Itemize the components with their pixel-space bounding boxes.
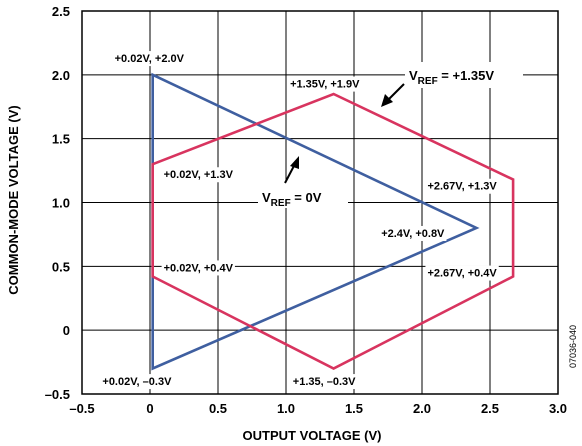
point-annotation: +2.4V, +0.8V <box>381 228 445 240</box>
annotation-bg <box>161 260 235 276</box>
vref-135v-label: VREF = +1.35V <box>409 68 494 87</box>
point-annotation: +2.67V, +0.4V <box>427 268 497 280</box>
annotation-bg <box>112 51 186 67</box>
x-tick-label: 2.5 <box>481 401 499 416</box>
annotation-bg <box>290 374 358 390</box>
vref-0v-label-bg <box>258 180 348 208</box>
series-layer <box>151 72 515 371</box>
vref-135v-callout: VREF = +1.35V <box>381 62 523 107</box>
x-tick-label: 2.0 <box>413 401 431 416</box>
y-tick-label: 1.5 <box>52 132 70 147</box>
annotation-bg <box>161 167 235 183</box>
x-tick-label: 0.5 <box>209 401 227 416</box>
annotation-bg <box>288 76 362 92</box>
point-annotation: +0.02V, +0.4V <box>164 262 234 274</box>
y-tick-label: 2.5 <box>52 4 70 19</box>
tick-labels: –0.5 0 0.5 1.0 1.5 2.0 2.5 3.0 –0.5 0 0.5 1.0 1.5 2.0… <box>45 4 567 416</box>
y-tick-label: 0 <box>63 323 70 338</box>
figure-id: 07036-040 <box>568 325 578 368</box>
plot-border <box>81 10 559 395</box>
x-tick-label: 1.5 <box>345 401 363 416</box>
vref-0v-arrowhead <box>290 156 299 169</box>
annotation-bg <box>425 265 499 281</box>
plot-frame <box>81 10 559 395</box>
annotations: +0.02V, +2.0V +1.35V, +1.9V +0.02V, +1.3V +… <box>100 51 499 390</box>
series-line-vref-0v <box>151 72 480 371</box>
vref-0v-callout: VREF = 0V <box>258 156 348 209</box>
vref-135v-arrowhead <box>381 94 393 107</box>
y-axis-title: COMMON-MODE VOLTAGE (V) <box>6 105 21 294</box>
x-axis-title: OUTPUT VOLTAGE (V) <box>243 428 382 443</box>
point-annotation: +1.35V, +1.9V <box>290 79 360 91</box>
y-tick-label: 1.0 <box>52 196 70 211</box>
point-annotation: +0.02V, –0.3V <box>102 376 172 388</box>
annotation-bg <box>379 225 447 241</box>
x-tick-label: 3.0 <box>549 401 567 416</box>
annotation-bg <box>425 178 499 194</box>
y-tick-label: 0.5 <box>52 259 70 274</box>
y-tick-label: 2.0 <box>52 68 70 83</box>
x-tick-label: –0.5 <box>69 401 94 416</box>
x-tick-label: 0 <box>146 401 153 416</box>
y-tick-label: –0.5 <box>45 387 70 402</box>
series-line-vref-135v <box>151 92 515 370</box>
x-tick-label: 1.0 <box>277 401 295 416</box>
point-annotation: +2.67V, +1.3V <box>427 181 497 193</box>
point-annotation: +1.35, –0.3V <box>293 376 356 388</box>
vref-135v-arrow <box>387 83 405 101</box>
point-annotation: +0.02V, +2.0V <box>115 53 185 65</box>
annotation-bg <box>100 374 174 390</box>
point-annotation: +0.02V, +1.3V <box>164 169 234 181</box>
vref-0v-label: VREF = 0V <box>262 190 322 209</box>
vref-135v-label-bg <box>405 62 523 88</box>
